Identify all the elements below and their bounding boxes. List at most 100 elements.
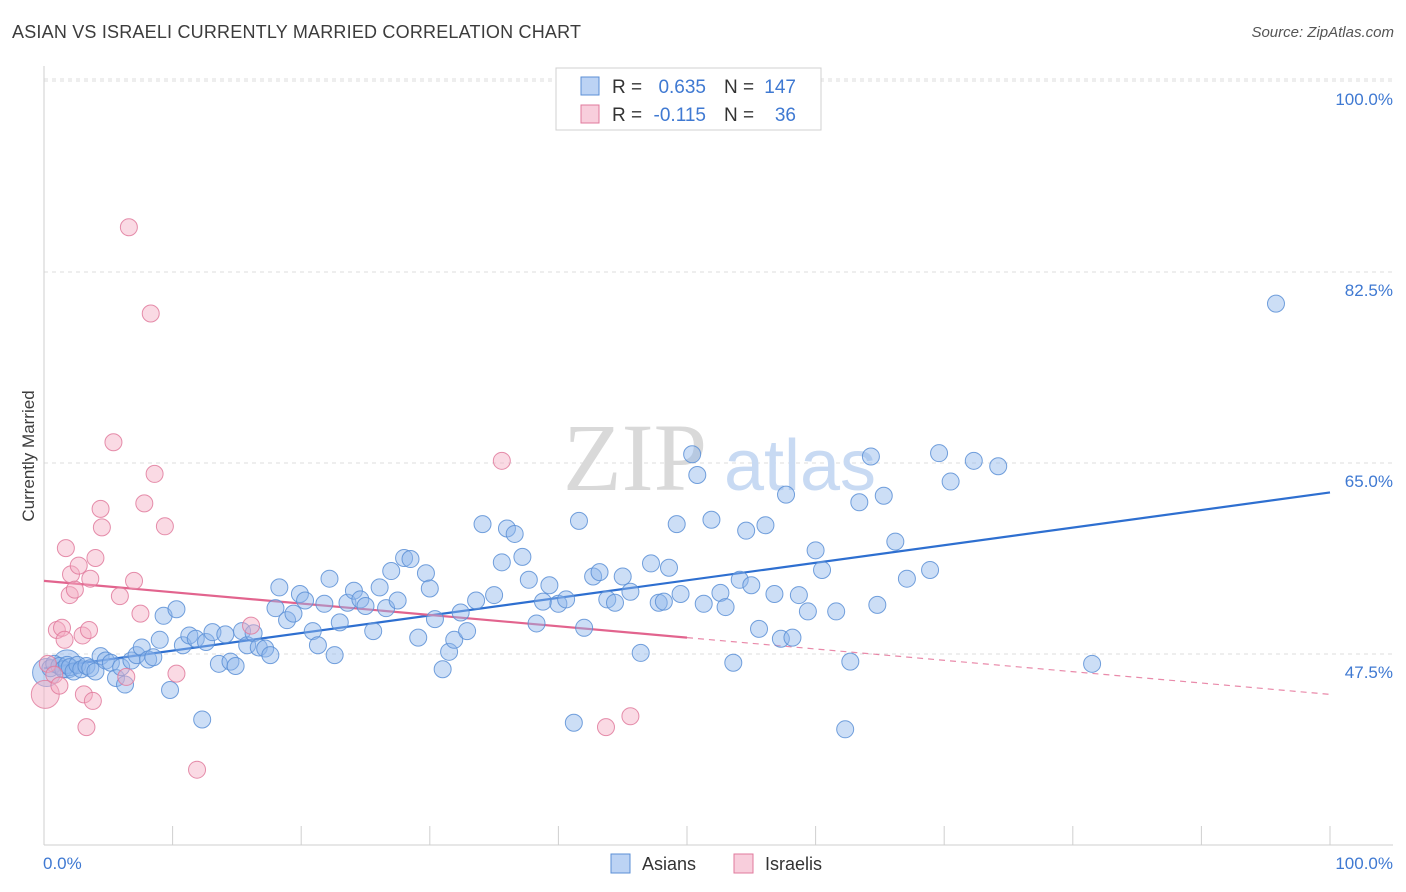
data-point [119, 218, 138, 237]
data-point [649, 593, 668, 612]
data-point [53, 618, 72, 637]
data-point [330, 613, 349, 632]
data-point [308, 636, 327, 655]
data-point [989, 457, 1008, 476]
data-point [569, 511, 588, 530]
data-point [242, 616, 261, 635]
data-point [74, 685, 93, 704]
data-point [641, 554, 660, 573]
y-axis-label: Currently Married [19, 390, 38, 521]
data-point [83, 691, 102, 710]
y-tick-label-1: 65.0% [1345, 472, 1393, 491]
data-point [716, 598, 735, 617]
data-point [60, 586, 79, 605]
data-point [861, 447, 880, 466]
data-point [485, 586, 504, 605]
x-tick-label-0: 0.0% [43, 854, 82, 873]
data-point [395, 548, 414, 567]
legend-n-label: N = [724, 105, 754, 126]
data-point [777, 485, 796, 504]
data-point [789, 586, 808, 605]
data-point [921, 560, 940, 579]
series-israelis [30, 218, 640, 779]
data-point [420, 579, 439, 598]
data-point [458, 622, 477, 641]
data-point [141, 304, 160, 323]
data-point [897, 569, 916, 588]
data-point [303, 622, 322, 641]
data-point [80, 620, 99, 639]
y-tick-label-0: 47.5% [1345, 663, 1393, 682]
legend-n-value: 147 [764, 77, 796, 98]
data-point [874, 486, 893, 505]
data-point [58, 655, 77, 674]
data-point [425, 610, 444, 629]
data-point [798, 602, 817, 621]
data-point [783, 628, 802, 647]
bottom-legend-label-israelis: Israelis [765, 854, 822, 874]
legend-swatch-asians [580, 76, 600, 96]
data-point [467, 591, 486, 610]
data-point [613, 567, 632, 586]
data-point [69, 556, 88, 575]
data-point [621, 707, 640, 726]
data-point [688, 466, 707, 485]
data-point [596, 718, 615, 737]
data-point [492, 451, 511, 470]
data-point [492, 553, 511, 572]
data-point [659, 558, 678, 577]
data-point [261, 646, 280, 665]
data-point [654, 592, 673, 611]
chart-source: Source: ZipAtlas.com [1251, 24, 1394, 41]
data-point [110, 587, 129, 606]
data-point [266, 599, 285, 618]
data-point [667, 515, 686, 534]
data-point [451, 603, 470, 622]
data-point [92, 518, 111, 537]
legend-r-value: -0.115 [654, 105, 706, 126]
data-point [188, 760, 207, 779]
data-point [702, 510, 721, 529]
data-point [284, 604, 303, 623]
legend-r-label: R = [612, 105, 642, 126]
legend-n-label: N = [724, 77, 754, 98]
data-point [827, 602, 846, 621]
data-point [320, 569, 339, 588]
data-point [186, 629, 205, 648]
data-point [55, 630, 74, 649]
data-point [91, 499, 110, 518]
data-point [167, 664, 186, 683]
data-point [226, 657, 245, 676]
bottom-legend-swatch-asians [610, 853, 631, 874]
data-point [737, 521, 756, 540]
data-point [38, 654, 57, 673]
bottom-legend-label-asians: Asians [642, 854, 696, 874]
data-point [356, 596, 375, 615]
data-point [445, 630, 464, 649]
data-point [557, 590, 576, 609]
data-point [631, 643, 650, 662]
data-point [86, 548, 105, 567]
data-point [81, 659, 100, 678]
data-point [56, 539, 75, 558]
data-point [155, 517, 174, 536]
data-point [325, 646, 344, 665]
data-point [65, 580, 84, 599]
data-point [513, 547, 532, 566]
data-point [416, 564, 435, 583]
data-point [81, 569, 100, 588]
data-point [533, 592, 552, 611]
data-point [711, 583, 730, 602]
data-point [150, 630, 169, 649]
data-point [750, 619, 769, 638]
data-point [388, 591, 407, 610]
data-point [564, 713, 583, 732]
watermark: ZIP atlas [563, 404, 876, 511]
data-point [135, 494, 154, 513]
data-point [671, 584, 690, 603]
legend-r-value: 0.635 [658, 77, 706, 98]
data-point [440, 642, 459, 661]
data-point [841, 652, 860, 671]
trend-line-asians [43, 491, 1331, 670]
